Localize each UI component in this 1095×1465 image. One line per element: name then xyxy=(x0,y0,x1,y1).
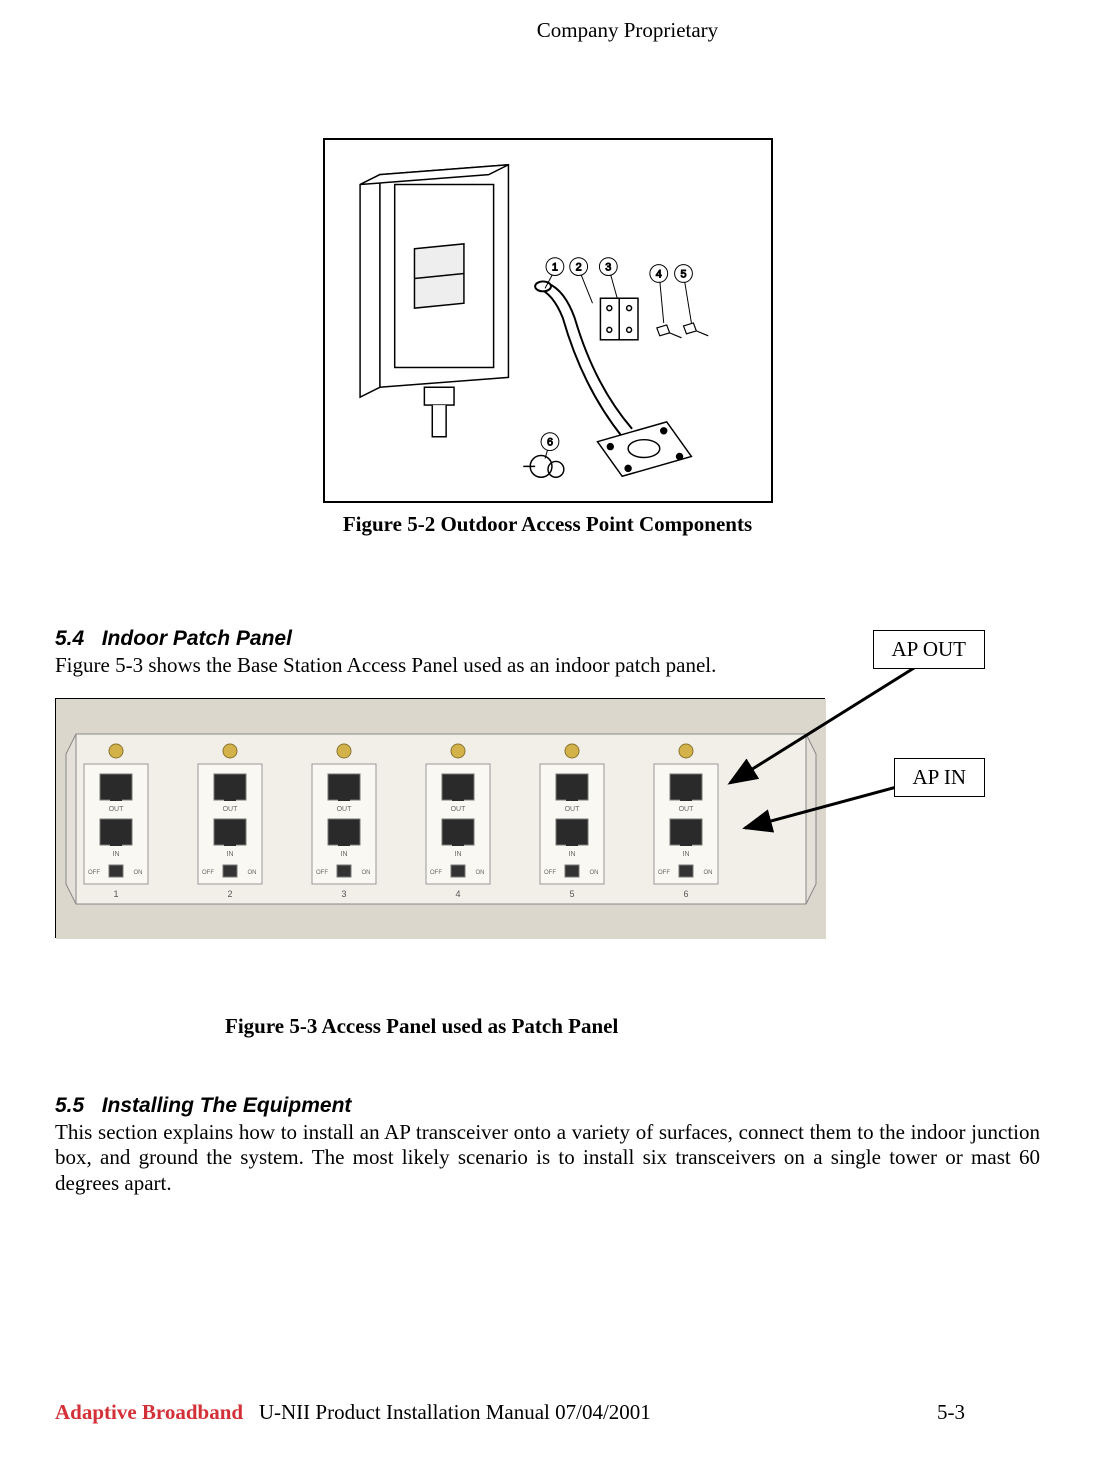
svg-text:OUT: OUT xyxy=(223,806,239,813)
svg-text:IN: IN xyxy=(227,851,234,858)
svg-text:IN: IN xyxy=(455,851,462,858)
callout-3: 3 xyxy=(605,262,611,274)
footer-title: U-NII Product Installation Manual 07/04/… xyxy=(259,1400,651,1424)
section-5-4-number: 5.4 xyxy=(55,627,84,650)
header-classification: Company Proprietary xyxy=(215,18,1040,43)
callout-5: 5 xyxy=(680,268,686,280)
svg-text:6: 6 xyxy=(683,889,688,899)
callout-2: 2 xyxy=(575,262,581,274)
svg-text:OUT: OUT xyxy=(337,806,353,813)
section-5-5-title: Installing The Equipment xyxy=(102,1094,352,1117)
svg-text:IN: IN xyxy=(569,851,576,858)
svg-text:5: 5 xyxy=(569,889,574,899)
svg-text:2: 2 xyxy=(227,889,232,899)
section-5-5-text: This section explains how to install an … xyxy=(55,1120,1040,1196)
patch-panel-svg: OUT IN OFF ON 1 OUT IN OFF ON 2 OUT IN OFF ON 3 OUT IN OF… xyxy=(56,699,826,939)
patch-panel-area: AP OUT AP IN OUTINOFFON1O xyxy=(55,678,1040,978)
outdoor-ap-diagram: 1 2 3 4 5 6 xyxy=(325,140,771,501)
footer-page-number: 5-3 xyxy=(937,1400,965,1425)
svg-text:OUT: OUT xyxy=(679,806,695,813)
svg-text:OFF: OFF xyxy=(88,870,100,876)
svg-text:ON: ON xyxy=(134,870,143,876)
callout-ap-in: AP IN xyxy=(894,758,985,797)
callout-6: 6 xyxy=(546,437,552,449)
svg-text:OFF: OFF xyxy=(544,870,556,876)
svg-text:ON: ON xyxy=(248,870,257,876)
callout-1: 1 xyxy=(551,262,557,274)
section-5-5-heading: 5.5 Installing The Equipment xyxy=(55,1094,1040,1118)
svg-text:OFF: OFF xyxy=(658,870,670,876)
figure-5-2-container: 1 2 3 4 5 6 Figure 5-2 Outdoor Access Po… xyxy=(55,138,1040,537)
svg-text:3: 3 xyxy=(341,889,346,899)
section-5-4-title: Indoor Patch Panel xyxy=(102,627,292,650)
figure-5-3-image: OUT IN OFF ON 1 OUT IN OFF ON 2 OUT IN OFF ON 3 OUT IN OF… xyxy=(55,698,825,938)
page-footer: Adaptive Broadband U-NII Product Install… xyxy=(55,1400,1040,1425)
svg-text:OUT: OUT xyxy=(109,806,125,813)
svg-text:OFF: OFF xyxy=(316,870,328,876)
svg-text:OUT: OUT xyxy=(451,806,467,813)
callout-4: 4 xyxy=(655,268,661,280)
figure-5-2-caption: Figure 5-2 Outdoor Access Point Componen… xyxy=(55,512,1040,537)
figure-5-3-caption: Figure 5-3 Access Panel used as Patch Pa… xyxy=(225,1014,1040,1039)
svg-text:IN: IN xyxy=(683,851,690,858)
svg-text:OFF: OFF xyxy=(430,870,442,876)
footer-company: Adaptive Broadband xyxy=(55,1400,243,1424)
svg-text:4: 4 xyxy=(455,889,460,899)
section-5-5-number: 5.5 xyxy=(55,1094,84,1117)
svg-text:ON: ON xyxy=(704,870,713,876)
svg-text:ON: ON xyxy=(362,870,371,876)
svg-text:1: 1 xyxy=(113,889,118,899)
svg-text:OUT: OUT xyxy=(565,806,581,813)
svg-text:ON: ON xyxy=(590,870,599,876)
svg-text:ON: ON xyxy=(476,870,485,876)
figure-5-2-image: 1 2 3 4 5 6 xyxy=(323,138,773,503)
svg-text:IN: IN xyxy=(341,851,348,858)
callout-ap-out: AP OUT xyxy=(873,630,985,669)
svg-text:OFF: OFF xyxy=(202,870,214,876)
svg-text:IN: IN xyxy=(113,851,120,858)
